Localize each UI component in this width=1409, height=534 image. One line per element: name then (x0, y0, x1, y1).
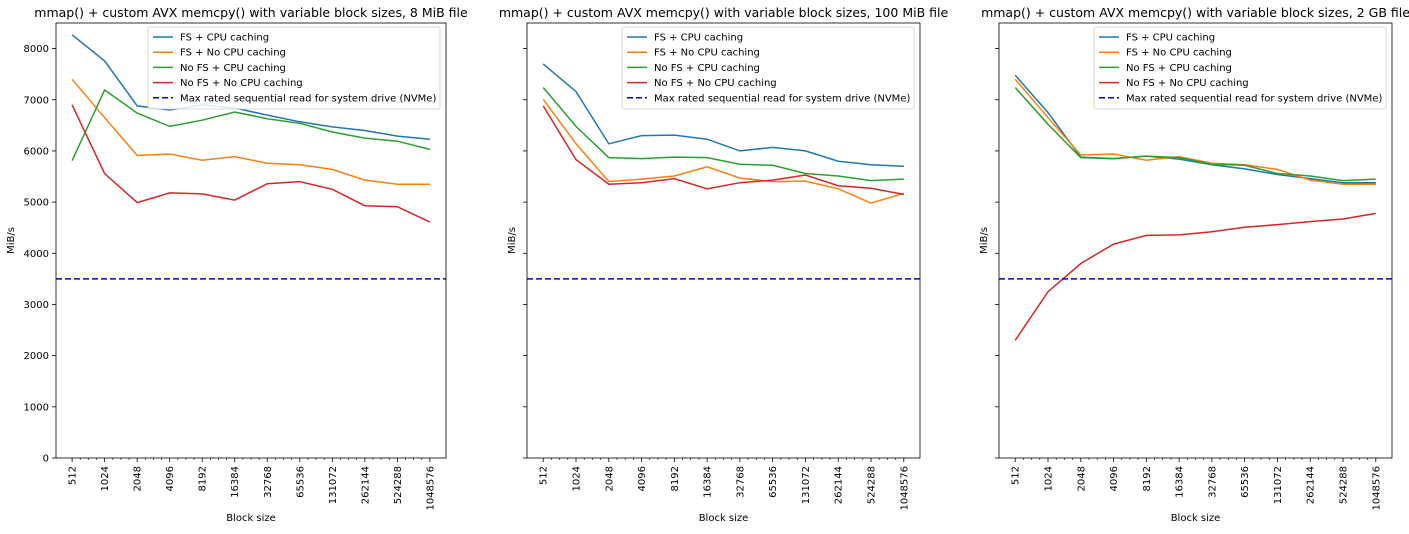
x-tick-label: 262144 (1306, 466, 1317, 504)
x-tick-label: 65536 (295, 466, 306, 498)
legend-label: Max rated sequential read for system dri… (1126, 93, 1382, 104)
legend-label: No FS + CPU caching (1126, 63, 1232, 74)
y-axis-label: MiB/s (507, 227, 518, 254)
y-tick-label: 2000 (24, 351, 49, 362)
x-tick-label: 2048 (1076, 466, 1087, 491)
legend-label: No FS + No CPU caching (1126, 78, 1249, 89)
x-tick-label: 512 (68, 466, 79, 485)
y-tick-label: 7000 (24, 95, 49, 106)
x-tick-label: 16384 (1175, 466, 1186, 498)
legend-label: FS + CPU caching (654, 33, 743, 44)
x-tick-label: 4096 (1109, 466, 1120, 491)
legend-label: No FS + CPU caching (180, 63, 286, 74)
x-tick-label: 32768 (1207, 466, 1218, 498)
legend-label: No FS + No CPU caching (180, 78, 303, 89)
chart-title: mmap() + custom AVX memcpy() with variab… (34, 5, 468, 20)
legend-label: FS + CPU caching (1126, 33, 1215, 44)
series-line-no-fs-no-cpu-caching (72, 105, 430, 222)
x-tick-label: 512 (1011, 466, 1022, 485)
legend-label: Max rated sequential read for system dri… (654, 93, 910, 104)
x-tick-label: 1048576 (899, 466, 910, 511)
x-tick-label: 65536 (768, 466, 779, 498)
x-tick-label: 524288 (1338, 466, 1349, 504)
series-line-no-fs-no-cpu-caching (1015, 213, 1376, 340)
chart-title: mmap() + custom AVX memcpy() with variab… (499, 5, 949, 20)
x-axis-label: Block size (226, 513, 276, 524)
x-tick-label: 1024 (100, 466, 111, 491)
legend-label: FS + No CPU caching (180, 48, 286, 59)
legend-label: FS + CPU caching (180, 33, 269, 44)
x-tick-label: 131072 (1273, 466, 1284, 504)
y-tick-label: 4000 (24, 249, 49, 260)
x-tick-label: 65536 (1240, 466, 1251, 498)
x-tick-label: 8192 (198, 466, 209, 491)
y-axis-label: MiB/s (979, 227, 990, 254)
y-tick-label: 0 (43, 454, 49, 465)
x-axis-label: Block size (1171, 513, 1221, 524)
legend-label: Max rated sequential read for system dri… (180, 93, 436, 104)
legend-label: FS + No CPU caching (1126, 48, 1232, 59)
y-tick-label: 8000 (24, 44, 49, 55)
x-tick-label: 1048576 (425, 466, 436, 511)
y-tick-label: 6000 (24, 146, 49, 157)
x-tick-label: 524288 (393, 466, 404, 504)
x-tick-label: 16384 (230, 466, 241, 498)
x-tick-label: 512 (539, 466, 550, 485)
x-tick-label: 2048 (133, 466, 144, 491)
x-tick-label: 32768 (735, 466, 746, 498)
series-line-no-fs-no-cpu-caching (543, 106, 904, 194)
x-tick-label: 1024 (572, 466, 583, 491)
x-tick-label: 1048576 (1371, 466, 1382, 511)
x-axis-label: Block size (699, 513, 749, 524)
x-tick-label: 4096 (637, 466, 648, 491)
x-tick-label: 2048 (604, 466, 615, 491)
legend-label: No FS + No CPU caching (654, 78, 777, 89)
legend-label: No FS + CPU caching (654, 63, 760, 74)
x-tick-label: 32768 (263, 466, 274, 498)
x-tick-label: 16384 (703, 466, 714, 498)
y-tick-label: 3000 (24, 300, 49, 311)
legend-label: FS + No CPU caching (654, 48, 760, 59)
x-tick-label: 8192 (670, 466, 681, 491)
chart-title: mmap() + custom AVX memcpy() with variab… (981, 5, 1409, 20)
x-tick-label: 8192 (1142, 466, 1153, 491)
x-tick-label: 131072 (801, 466, 812, 504)
x-tick-label: 1024 (1044, 466, 1055, 491)
series-line-fs-no-cpu-caching (543, 99, 904, 203)
x-tick-label: 4096 (165, 466, 176, 491)
y-tick-label: 5000 (24, 198, 49, 209)
x-tick-label: 262144 (834, 466, 845, 504)
x-tick-label: 262144 (360, 466, 371, 504)
y-tick-label: 1000 (24, 402, 49, 413)
y-axis-label: MiB/s (6, 227, 17, 254)
x-tick-label: 131072 (328, 466, 339, 504)
x-tick-label: 524288 (866, 466, 877, 504)
